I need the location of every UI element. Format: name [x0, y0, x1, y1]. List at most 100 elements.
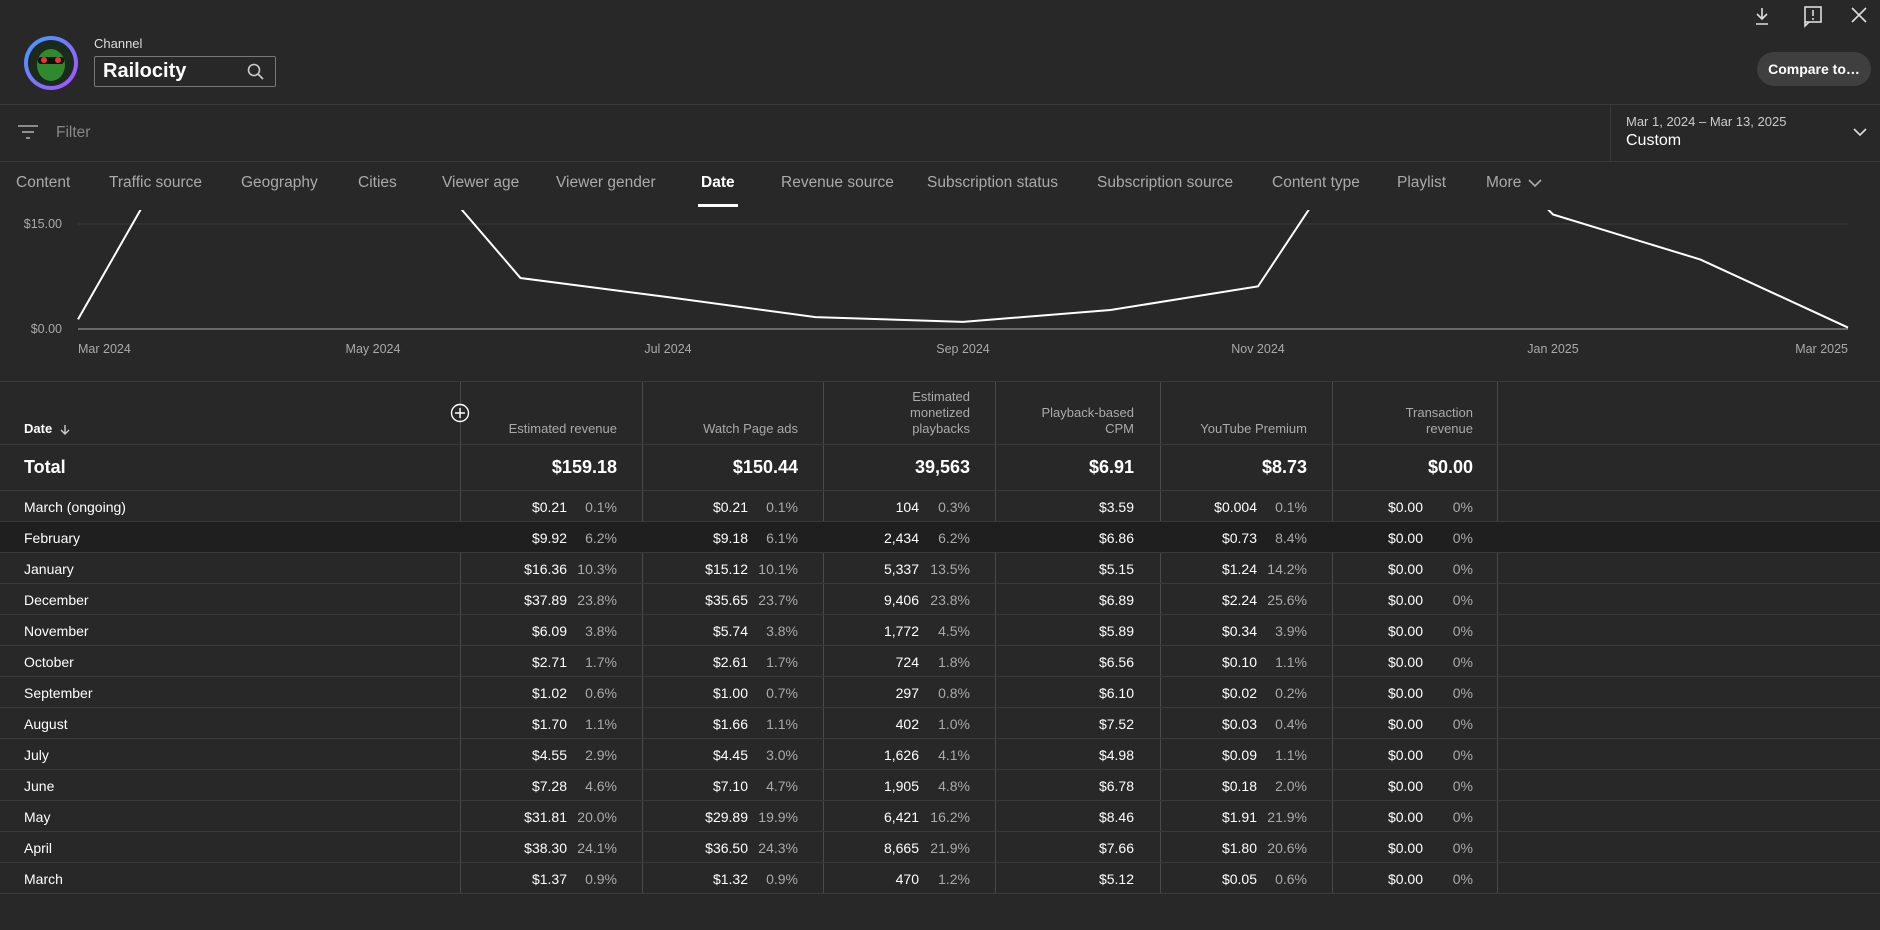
- value-cell: October: [24, 654, 74, 670]
- value-cell: $38.30: [524, 840, 567, 856]
- share-cell: 1.1%: [1275, 654, 1307, 670]
- value-cell: $7.66: [1098, 840, 1134, 856]
- tab[interactable]: Playlist: [1397, 174, 1447, 191]
- channel-avatar: [24, 36, 78, 90]
- share-cell: 1.1%: [1275, 747, 1307, 763]
- share-cell: 3.0%: [766, 747, 798, 763]
- date-chevron[interactable]: [1852, 126, 1868, 138]
- column-separator: [1160, 382, 1161, 894]
- tab[interactable]: Date: [698, 174, 738, 207]
- toolbar-icons[interactable]: [1752, 4, 1876, 28]
- tab[interactable]: Traffic source: [109, 174, 203, 191]
- value-cell: 1,772: [883, 623, 919, 639]
- share-cell: 0%: [1452, 685, 1473, 701]
- value-cell: $9.92: [531, 530, 567, 546]
- tab[interactable]: More: [1486, 174, 1543, 192]
- tab[interactable]: Viewer gender: [556, 174, 656, 191]
- share-cell: 8.4%: [1275, 530, 1307, 546]
- value-cell: $0.00: [1387, 592, 1423, 608]
- share-cell: 6.2%: [938, 530, 970, 546]
- column-header[interactable]: Estimated monetized playbacks: [910, 389, 970, 436]
- value-cell: $0.00: [1387, 778, 1423, 794]
- column-header[interactable]: Estimated revenue: [508, 421, 617, 436]
- x-tick-label: Mar 2025: [1795, 342, 1848, 356]
- value-cell: $4.55: [531, 747, 567, 763]
- x-tick-label: Sep 2024: [936, 342, 990, 356]
- total-cell: $159.18: [551, 457, 617, 477]
- share-cell: 0.9%: [766, 871, 798, 887]
- row-divider: [0, 769, 1880, 770]
- value-cell: $36.50: [705, 840, 748, 856]
- value-cell: $0.00: [1387, 747, 1423, 763]
- share-cell: 1.8%: [938, 654, 970, 670]
- row-divider: [0, 738, 1880, 739]
- value-cell: $16.36: [524, 561, 567, 577]
- share-cell: 1.0%: [938, 716, 970, 732]
- value-cell: March (ongoing): [24, 499, 126, 515]
- column-separator: [995, 382, 996, 894]
- row-divider: [0, 800, 1880, 801]
- share-cell: 1.2%: [938, 871, 970, 887]
- column-header[interactable]: Transaction revenue: [1405, 405, 1473, 436]
- value-cell: $0.03: [1221, 716, 1257, 732]
- share-cell: 0%: [1452, 716, 1473, 732]
- value-cell: $0.21: [712, 499, 748, 515]
- share-cell: 0.6%: [585, 685, 617, 701]
- tab[interactable]: Content type: [1272, 174, 1360, 191]
- share-cell: 0%: [1452, 871, 1473, 887]
- tab[interactable]: Geography: [241, 174, 318, 191]
- column-separator: [1332, 382, 1333, 894]
- tab[interactable]: Cities: [358, 174, 397, 191]
- value-cell: $3.59: [1098, 499, 1134, 515]
- compare-button[interactable]: Compare to…: [1757, 52, 1871, 86]
- share-cell: 4.1%: [938, 747, 970, 763]
- value-cell: $0.00: [1387, 840, 1423, 856]
- value-cell: 2,434: [883, 530, 919, 546]
- x-tick-label: Nov 2024: [1231, 342, 1285, 356]
- value-cell: $0.00: [1387, 530, 1423, 546]
- share-cell: 0.2%: [1275, 685, 1307, 701]
- share-cell: 0%: [1452, 499, 1473, 515]
- value-cell: $35.65: [705, 592, 748, 608]
- column-header[interactable]: Watch Page ads: [703, 421, 798, 436]
- share-cell: 16.2%: [930, 809, 970, 825]
- tab[interactable]: Viewer age: [442, 174, 520, 191]
- value-cell: $6.10: [1098, 685, 1134, 701]
- value-cell: 6,421: [883, 809, 919, 825]
- channel-selector[interactable]: Railocity: [94, 56, 276, 87]
- date-range[interactable]: Mar 1, 2024 – Mar 13, 2025: [1626, 114, 1787, 129]
- value-cell: December: [24, 592, 89, 608]
- share-cell: 0%: [1452, 592, 1473, 608]
- column-header[interactable]: Playback-based CPM: [1041, 405, 1135, 436]
- add-metric-icon[interactable]: [450, 403, 470, 423]
- value-cell: $0.34: [1221, 623, 1257, 639]
- tab[interactable]: Subscription status: [927, 174, 1058, 191]
- share-cell: 21.9%: [930, 840, 970, 856]
- share-cell: 0.8%: [938, 685, 970, 701]
- tab[interactable]: Revenue source: [781, 174, 894, 191]
- row-divider: [0, 676, 1880, 677]
- share-cell: 4.6%: [585, 778, 617, 794]
- value-cell: 402: [895, 716, 919, 732]
- tab[interactable]: Content: [16, 174, 71, 191]
- value-cell: $6.56: [1098, 654, 1134, 670]
- column-header-text: Date: [24, 421, 53, 436]
- column-header[interactable]: Date: [24, 421, 72, 437]
- value-cell: $0.21: [531, 499, 567, 515]
- column-header[interactable]: YouTube Premium: [1200, 421, 1307, 436]
- value-cell: $0.00: [1387, 654, 1423, 670]
- value-cell: $15.12: [705, 561, 748, 577]
- share-cell: 1.7%: [585, 654, 617, 670]
- filter-input[interactable]: Filter: [56, 124, 91, 141]
- filter-icon[interactable]: [18, 124, 40, 140]
- tab-underline: [698, 204, 738, 207]
- tab[interactable]: Subscription source: [1097, 174, 1234, 191]
- channel-label: Channel: [94, 36, 143, 51]
- value-cell: $0.004: [1214, 499, 1257, 515]
- share-cell: 3.8%: [585, 623, 617, 639]
- value-cell: $4.98: [1098, 747, 1134, 763]
- share-cell: 3.9%: [1275, 623, 1307, 639]
- total-cell: $0.00: [1427, 457, 1473, 477]
- value-cell: $1.24: [1221, 561, 1257, 577]
- date-preset[interactable]: Custom: [1626, 132, 1682, 149]
